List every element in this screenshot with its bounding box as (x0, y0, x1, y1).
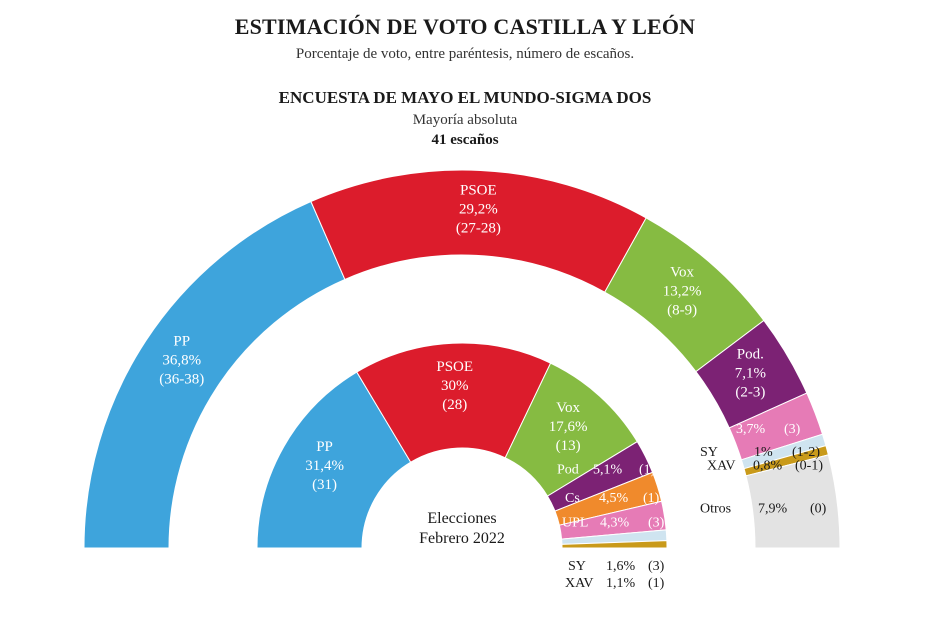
outer-seats-psoe: (27-28) (456, 220, 501, 236)
inner-label-xav: XAV (565, 576, 594, 591)
inner-seats-psoe: (28) (442, 397, 467, 413)
outer-percent-pp: 36,8% (162, 352, 201, 368)
outer-slice-otros (745, 454, 841, 549)
chart-subtitle: Porcentaje de voto, entre paréntesis, nú… (295, 46, 635, 62)
outer-percent-psoe: 29,2% (459, 201, 498, 217)
outer-label-otros: Otros (700, 501, 731, 516)
outer-ring (83, 169, 841, 549)
inner-slice-xav (561, 540, 668, 549)
outer-label-pod: Pod. (737, 346, 764, 362)
outer-percent-otros: 7,9% (758, 501, 788, 516)
inner-seats-vox: (13) (556, 438, 581, 454)
inner-seats-pod: (1) (639, 462, 656, 477)
inner-label-pp: PP (316, 439, 333, 455)
inner-ring (256, 342, 668, 549)
inner-percent-upl: 4,3% (600, 516, 630, 531)
inner-label-upl: UPL (562, 516, 588, 531)
inner-percent-xav: 1,1% (606, 576, 636, 591)
majority-seats: 41 escaños (431, 132, 499, 148)
chart-title: ESTIMACIÓN DE VOTO CASTILLA Y LEÓN (234, 14, 696, 39)
outer-seats-vox: (8-9) (667, 302, 697, 318)
inner-label-pod: Pod (557, 462, 579, 477)
outer-label-pp: PP (173, 333, 190, 349)
outer-percent-pod: 7,1% (735, 365, 766, 381)
inner-percent-sy: 1,6% (606, 559, 636, 574)
outer-label-sy: SY (700, 445, 718, 460)
inner-label-psoe: PSOE (436, 359, 473, 375)
outer-percent-xav: 0,8% (753, 458, 783, 473)
inner-label-vox: Vox (556, 400, 580, 416)
inner-seats-pp: (31) (312, 477, 337, 493)
inner-slice-psoe (356, 342, 552, 463)
outer-seats-pod: (2-3) (735, 384, 765, 400)
inner-percent-pod: 5,1% (593, 462, 623, 477)
inner-slice-pp (256, 371, 412, 549)
inner-label-cs: Cs (565, 491, 580, 506)
outer-seats-upl: (3) (784, 422, 801, 437)
outer-percent-upl: 3,7% (736, 422, 766, 437)
outer-seats-otros: (0) (810, 501, 827, 516)
majority-label: Mayoría absoluta (412, 112, 518, 128)
inner-label-sy: SY (568, 559, 586, 574)
inner-seats-upl: (3) (648, 516, 665, 531)
outer-seats-pp: (36-38) (159, 371, 204, 387)
outer-label-xav: XAV (707, 458, 736, 473)
inner-seats-cs: (1) (643, 491, 660, 506)
outer-seats-xav: (0-1) (795, 458, 823, 473)
inner-percent-cs: 4,5% (599, 491, 629, 506)
outer-label-vox: Vox (670, 264, 694, 280)
inner-percent-psoe: 30% (441, 378, 469, 394)
inner-percent-pp: 31,4% (305, 458, 344, 474)
outer-percent-sy: 1% (754, 445, 773, 460)
chart-labels: PP 36,8% (36-38) PSOE 29,2% (27-28) Vox 13,2% (8… (159, 182, 826, 591)
outer-seats-sy: (1-2) (792, 445, 820, 460)
inner-seats-sy: (3) (648, 559, 665, 574)
inner-ring-label-line2: Febrero 2022 (419, 530, 505, 547)
outer-label-psoe: PSOE (460, 182, 497, 198)
inner-percent-vox: 17,6% (549, 419, 588, 435)
inner-seats-xav: (1) (648, 576, 665, 591)
outer-percent-vox: 13,2% (663, 283, 702, 299)
poll-title: ENCUESTA DE MAYO EL MUNDO-SIGMA DOS (278, 88, 652, 107)
outer-label-upl: UPL (672, 422, 698, 437)
inner-ring-label-line1: Elecciones (427, 510, 496, 527)
